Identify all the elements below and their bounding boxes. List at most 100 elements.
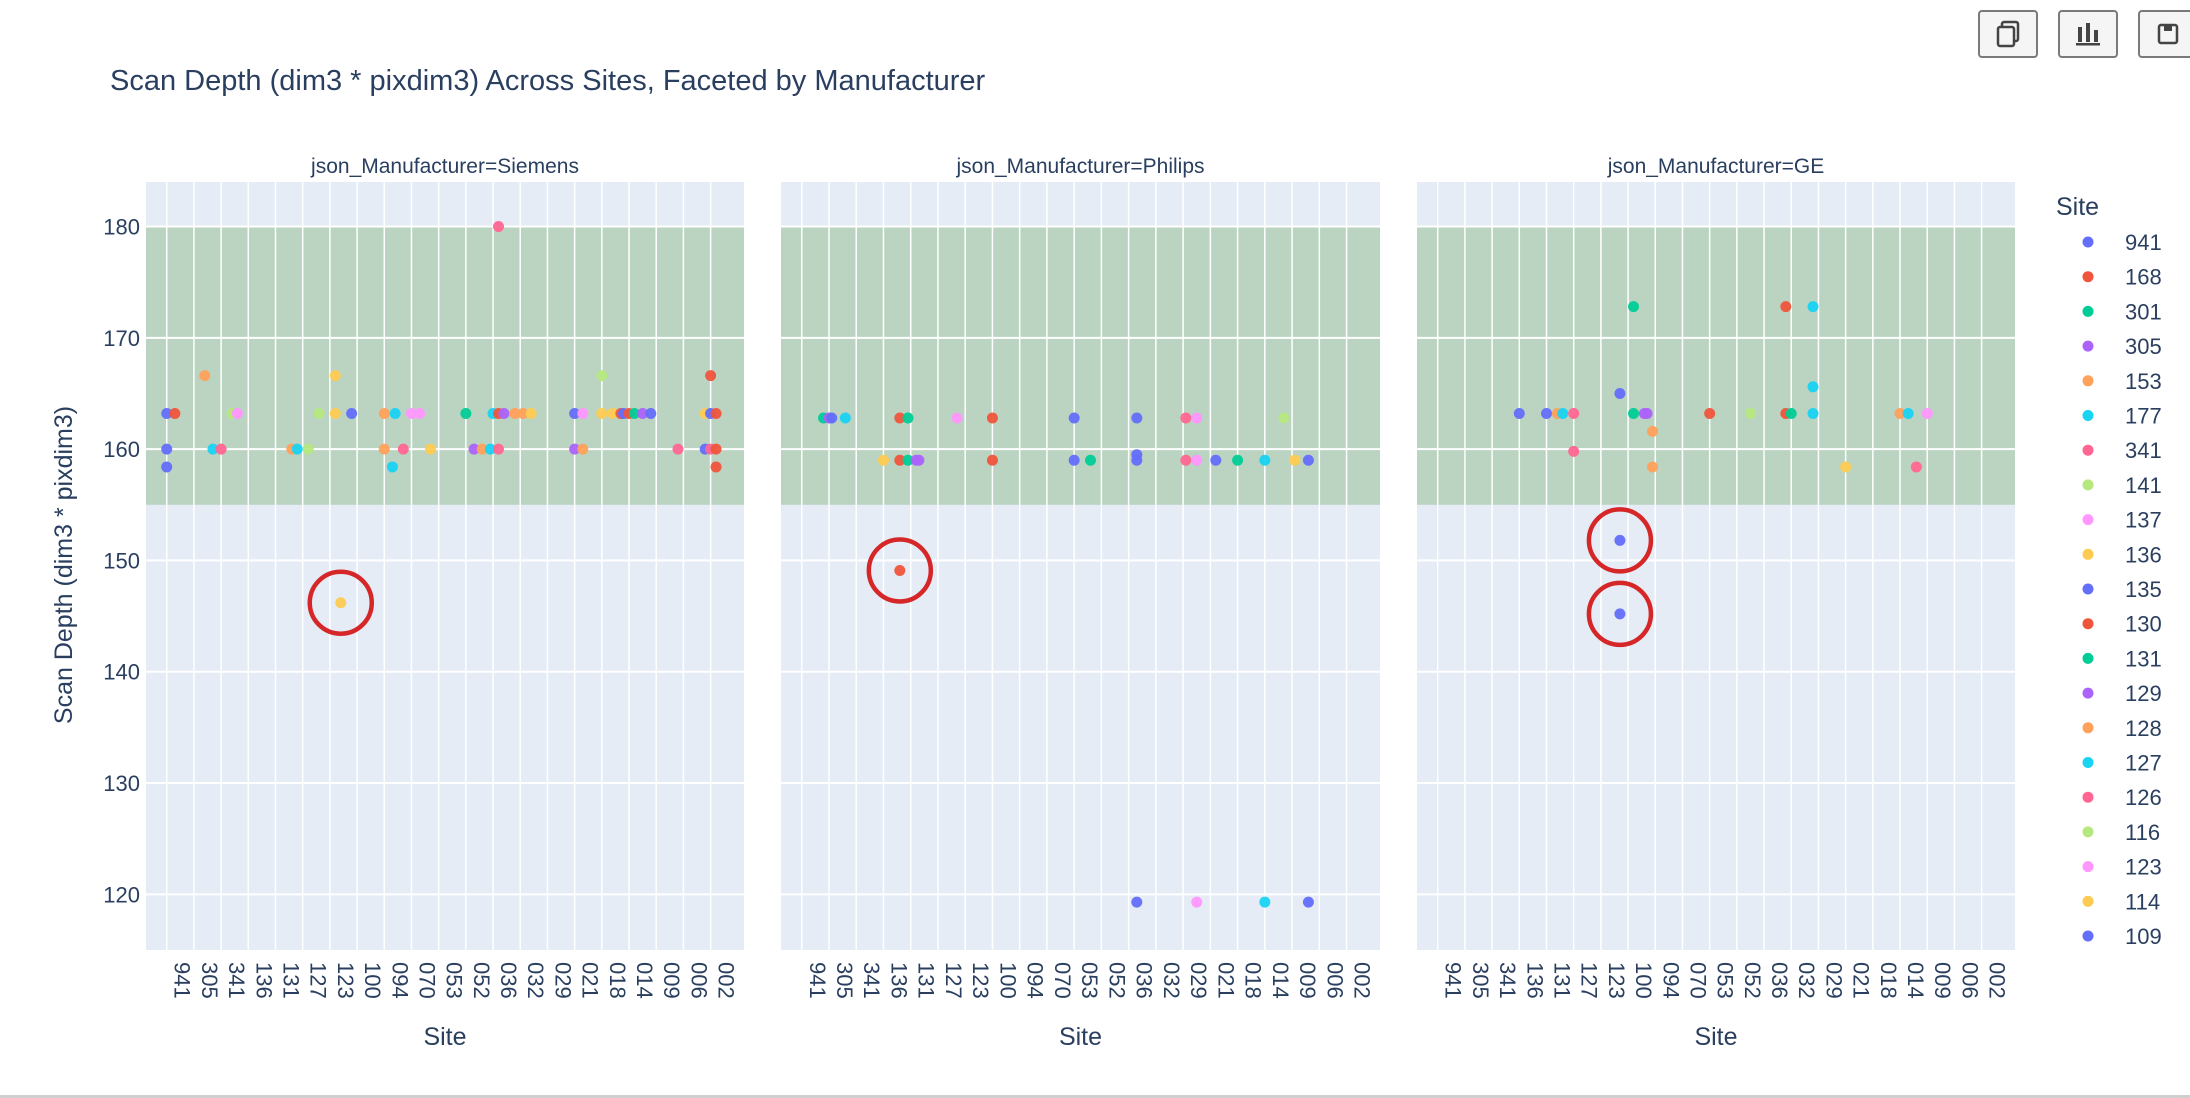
legend-marker bbox=[2082, 236, 2094, 248]
x-axis-title: Site bbox=[1694, 1023, 1737, 1051]
data-point bbox=[1647, 425, 1659, 437]
legend-item: 941 bbox=[2082, 230, 2162, 255]
data-point bbox=[628, 408, 640, 420]
data-point bbox=[1191, 412, 1203, 424]
data-point bbox=[1744, 408, 1756, 420]
y-tick-label: 170 bbox=[103, 326, 140, 351]
chart-view-button[interactable] bbox=[2058, 10, 2118, 58]
legend-marker bbox=[2082, 895, 2094, 907]
legend-item: 131 bbox=[2082, 646, 2162, 671]
x-tick-label: 341 bbox=[1495, 962, 1520, 999]
data-point bbox=[569, 443, 581, 455]
x-tick-label: 018 bbox=[1241, 962, 1266, 999]
data-point bbox=[1894, 408, 1906, 420]
reference-band bbox=[1417, 226, 2015, 505]
save-button[interactable] bbox=[2138, 10, 2190, 58]
data-point bbox=[1902, 408, 1914, 420]
legend-item: 301 bbox=[2082, 299, 2162, 324]
data-point bbox=[215, 443, 227, 455]
data-point bbox=[302, 443, 314, 455]
x-tick-label: 131 bbox=[1549, 962, 1574, 999]
legend-marker bbox=[2082, 618, 2094, 630]
data-point bbox=[199, 370, 211, 382]
legend-label: 141 bbox=[2125, 473, 2162, 498]
legend-label: 168 bbox=[2125, 265, 2162, 290]
data-point bbox=[1259, 454, 1271, 466]
x-tick-label: 002 bbox=[714, 962, 739, 999]
copy-button[interactable] bbox=[1978, 10, 2038, 58]
x-tick-label: 006 bbox=[1957, 962, 1982, 999]
legend-marker bbox=[2082, 757, 2094, 768]
x-tick-label: 123 bbox=[968, 962, 993, 999]
data-point bbox=[1628, 301, 1640, 313]
data-point bbox=[498, 408, 510, 420]
data-point bbox=[169, 408, 181, 420]
legend-label: 941 bbox=[2125, 230, 2162, 255]
x-tick-label: 021 bbox=[1213, 962, 1238, 999]
data-point bbox=[1807, 381, 1819, 393]
x-tick-label: 029 bbox=[1186, 962, 1211, 999]
x-tick-label: 131 bbox=[278, 962, 303, 999]
data-point bbox=[1210, 454, 1222, 466]
x-tick-label: 341 bbox=[859, 962, 884, 999]
data-point bbox=[577, 408, 589, 420]
x-tick-label: 070 bbox=[1685, 962, 1710, 999]
bottom-divider bbox=[0, 1095, 2190, 1098]
x-tick-label: 094 bbox=[1658, 962, 1683, 999]
legend: Site 941 168 301 305 153 177 341 141 137 136 135 13… bbox=[2056, 193, 2162, 949]
legend-label: 114 bbox=[2125, 889, 2160, 914]
legend-label: 116 bbox=[2125, 820, 2160, 845]
data-point bbox=[492, 221, 504, 233]
y-tick-label: 120 bbox=[103, 882, 140, 907]
legend-title: Site bbox=[2056, 193, 2099, 221]
data-point bbox=[509, 408, 521, 420]
legend-marker bbox=[2082, 791, 2094, 803]
data-point bbox=[1302, 896, 1314, 908]
data-point bbox=[414, 408, 426, 420]
data-point bbox=[405, 408, 417, 420]
legend-item: 128 bbox=[2082, 716, 2162, 741]
data-point bbox=[525, 408, 537, 420]
x-tick-label: 032 bbox=[1159, 962, 1184, 999]
facet-title: json_Manufacturer=Siemens bbox=[310, 155, 579, 178]
legend-label: 128 bbox=[2125, 716, 2162, 741]
x-tick-label: 136 bbox=[1522, 962, 1547, 999]
facets: 941 305 341 136 131 127 123 100 094 070 053 052 036 0… bbox=[103, 155, 2015, 1051]
data-point bbox=[637, 408, 649, 420]
x-tick-label: 009 bbox=[1930, 962, 1955, 999]
legend-label: 129 bbox=[2125, 681, 2162, 706]
data-point bbox=[1278, 412, 1290, 424]
x-tick-label: 305 bbox=[832, 962, 857, 999]
x-tick-label: 941 bbox=[170, 962, 195, 999]
legend-marker bbox=[2082, 687, 2094, 699]
data-point bbox=[607, 408, 619, 420]
legend-label: 177 bbox=[2125, 404, 2162, 429]
data-point bbox=[291, 443, 303, 455]
data-point bbox=[231, 408, 243, 420]
copy-icon bbox=[1996, 20, 2020, 48]
data-point bbox=[894, 564, 906, 576]
data-point bbox=[378, 408, 390, 420]
data-point bbox=[1131, 454, 1143, 466]
x-tick-label: 029 bbox=[550, 962, 575, 999]
legend-marker bbox=[2082, 305, 2094, 317]
data-point bbox=[161, 461, 173, 473]
data-point bbox=[1302, 454, 1314, 466]
legend-item: 135 bbox=[2082, 577, 2162, 602]
data-point bbox=[596, 408, 608, 420]
data-point bbox=[672, 443, 684, 455]
highlight-circle bbox=[1586, 507, 1654, 574]
x-tick-label: 053 bbox=[1077, 962, 1102, 999]
y-tick-label: 140 bbox=[103, 660, 140, 685]
legend-marker bbox=[2082, 722, 2094, 734]
data-point bbox=[1513, 408, 1525, 420]
legend-marker bbox=[2082, 340, 2094, 352]
legend-label: 127 bbox=[2125, 751, 2162, 776]
data-point bbox=[1614, 608, 1626, 620]
legend-label: 123 bbox=[2125, 855, 2162, 880]
x-tick-label: 100 bbox=[1631, 962, 1656, 999]
x-tick-label: 009 bbox=[659, 962, 684, 999]
data-point bbox=[161, 408, 173, 420]
data-point bbox=[1068, 454, 1080, 466]
data-point bbox=[346, 408, 358, 420]
